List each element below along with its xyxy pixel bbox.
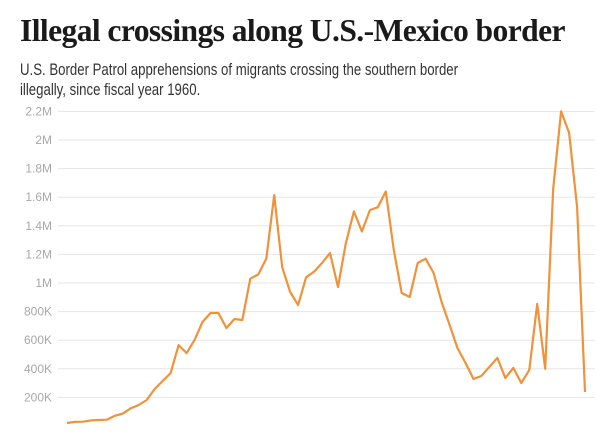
y-tick-label: 2M xyxy=(35,133,52,147)
y-axis-ticks: 200K 400K 600K 800K 1M 1.2M 1.4M 1.6M 1.8M 2M 2.2M xyxy=(24,104,52,404)
y-tick-label: 200K xyxy=(24,390,52,404)
y-tick-label: 1M xyxy=(35,276,52,290)
chart-subtitle: U.S. Border Patrol apprehensions of migr… xyxy=(20,61,459,99)
y-tick-label: 600K xyxy=(24,333,52,347)
gridlines xyxy=(58,110,595,398)
y-tick-label: 1.4M xyxy=(25,219,52,233)
series-line-group xyxy=(66,110,587,425)
y-tick-label: 2.2M xyxy=(25,104,52,118)
series-line xyxy=(66,110,587,425)
y-tick-label: 400K xyxy=(24,362,52,376)
chart-title: Illegal crossings along U.S.-Mexico bord… xyxy=(20,12,566,48)
y-tick-label: 1.8M xyxy=(25,162,52,176)
y-tick-label: 1.6M xyxy=(25,190,52,204)
y-tick-label: 1.2M xyxy=(25,247,52,261)
y-tick-label: 800K xyxy=(24,305,52,319)
